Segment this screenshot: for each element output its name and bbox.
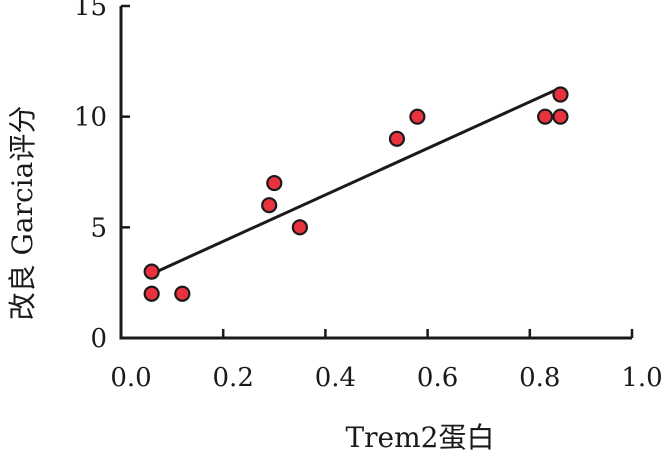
y-tick-label: 10 (74, 103, 107, 133)
axes (119, 6, 632, 340)
data-point (143, 263, 160, 280)
x-tick-label: 1.0 (621, 363, 662, 393)
trendline-group (156, 86, 562, 273)
trendline (156, 86, 562, 273)
data-point (291, 219, 308, 236)
data-point (388, 130, 406, 147)
y-tick-label: 0 (90, 324, 107, 354)
data-point (174, 285, 191, 302)
y-axis-title: 改良 Garcia评分 (6, 106, 39, 321)
data-point (409, 108, 426, 125)
y-tick-label: 5 (90, 213, 107, 243)
ticks: 0 5 10 15 0.0 0.2 0.4 0.6 0.8 1.0 (74, 0, 663, 393)
data-points (143, 86, 569, 302)
x-tick-label: 0.6 (417, 363, 458, 393)
x-tick-label: 0.4 (315, 363, 356, 393)
data-point (537, 108, 554, 125)
x-axis-title: Trem2蛋白 (346, 421, 495, 454)
x-tick-label: 0.2 (213, 363, 254, 393)
data-point (552, 108, 569, 125)
data-point (261, 197, 278, 214)
x-tick-label: 0.8 (519, 363, 560, 393)
data-point (143, 285, 160, 302)
y-tick-label: 15 (74, 0, 107, 22)
x-tick-label: 0.0 (110, 363, 151, 393)
data-point (266, 174, 283, 192)
data-point (552, 86, 569, 103)
